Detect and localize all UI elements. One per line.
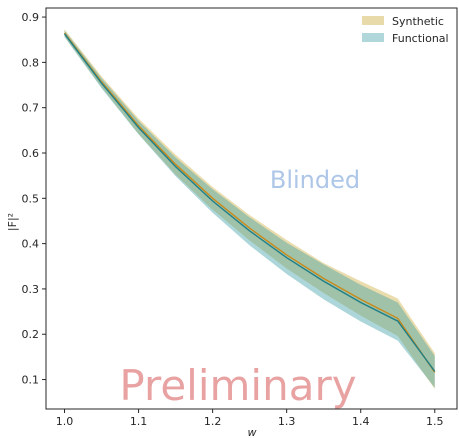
y-axis-ticks: 0.1 0.2 0.3 0.4 0.5 0.6 0.7 0.8 0.9 <box>22 11 46 387</box>
x-tick-label: 1.3 <box>278 415 296 428</box>
y-tick-label: 0.5 <box>22 192 40 205</box>
band-functional <box>64 30 435 388</box>
legend-label-synthetic: Synthetic <box>392 15 444 28</box>
legend-swatch-synthetic <box>362 16 384 25</box>
line-functional <box>63 33 436 372</box>
y-tick-label: 0.4 <box>22 238 40 251</box>
legend-swatch-functional <box>362 33 384 42</box>
x-tick-label: 1.1 <box>130 415 148 428</box>
annotation-preliminary: Preliminary <box>119 361 356 410</box>
x-axis-label: w <box>248 426 257 438</box>
x-tick-label: 1.0 <box>56 415 74 428</box>
x-tick-label: 1.2 <box>204 415 222 428</box>
y-tick-label: 0.9 <box>22 11 40 24</box>
x-axis-ticks: 1.0 1.1 1.2 1.3 1.4 1.5 <box>56 409 444 428</box>
legend-label-functional: Functional <box>392 32 449 45</box>
band-synthetic <box>64 29 435 390</box>
y-tick-label: 0.6 <box>22 147 40 160</box>
lines-layer <box>63 32 436 373</box>
y-tick-label: 0.8 <box>22 56 40 69</box>
plot-frame <box>45 7 458 410</box>
y-tick-label: 0.2 <box>22 328 40 341</box>
y-tick-label: 0.3 <box>22 283 40 296</box>
x-tick-label: 1.5 <box>426 415 444 428</box>
bands-layer <box>64 29 435 390</box>
y-tick-label: 0.1 <box>22 374 40 387</box>
y-axis-label: |F|² <box>6 213 19 231</box>
annotation-blinded: Blinded <box>270 166 360 194</box>
y-tick-label: 0.7 <box>22 102 40 115</box>
line-synthetic <box>63 32 436 373</box>
x-tick-label: 1.4 <box>352 415 370 428</box>
legend: Synthetic Functional <box>362 15 449 45</box>
